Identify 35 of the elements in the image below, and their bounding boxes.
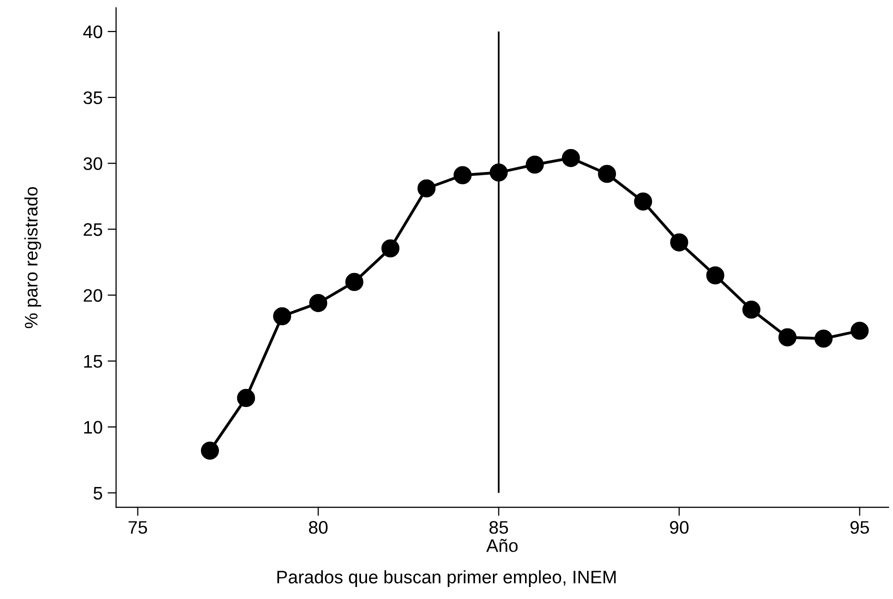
point xyxy=(381,239,400,258)
y-tick-label: 5 xyxy=(94,486,102,500)
point xyxy=(742,300,760,319)
point xyxy=(526,156,544,174)
point xyxy=(814,330,833,348)
point xyxy=(706,266,724,284)
point xyxy=(598,164,616,183)
y-tick-label: 15 xyxy=(84,355,102,368)
text: Parados que buscan primer empleo, INEM xyxy=(277,570,616,588)
point xyxy=(634,192,652,211)
x-tick-label: 80 xyxy=(308,521,328,534)
point xyxy=(850,322,869,340)
point xyxy=(345,272,364,291)
x-tick-label: 90 xyxy=(670,521,689,534)
point xyxy=(454,166,472,184)
point xyxy=(778,328,796,346)
point xyxy=(237,388,256,407)
point xyxy=(670,233,688,252)
y-tick-label: 20 xyxy=(84,289,102,302)
y-tick-label: 35 xyxy=(84,91,102,104)
x-tick-label: 95 xyxy=(850,521,869,534)
point xyxy=(273,307,292,326)
point xyxy=(309,294,328,312)
y-tick-label: 25 xyxy=(84,223,102,236)
point xyxy=(562,149,580,168)
point xyxy=(200,442,219,460)
point xyxy=(490,164,508,182)
x-tick-label: 85 xyxy=(489,521,508,534)
y-tick-label: 40 xyxy=(83,25,102,38)
y-axis-title: % paro registrado xyxy=(24,187,42,328)
point xyxy=(417,179,436,198)
x-tick-label: 75 xyxy=(128,521,148,534)
y-tick-label: 30 xyxy=(84,157,102,170)
y-tick-label: 10 xyxy=(84,420,102,434)
x-axis-title: Año xyxy=(486,538,518,552)
